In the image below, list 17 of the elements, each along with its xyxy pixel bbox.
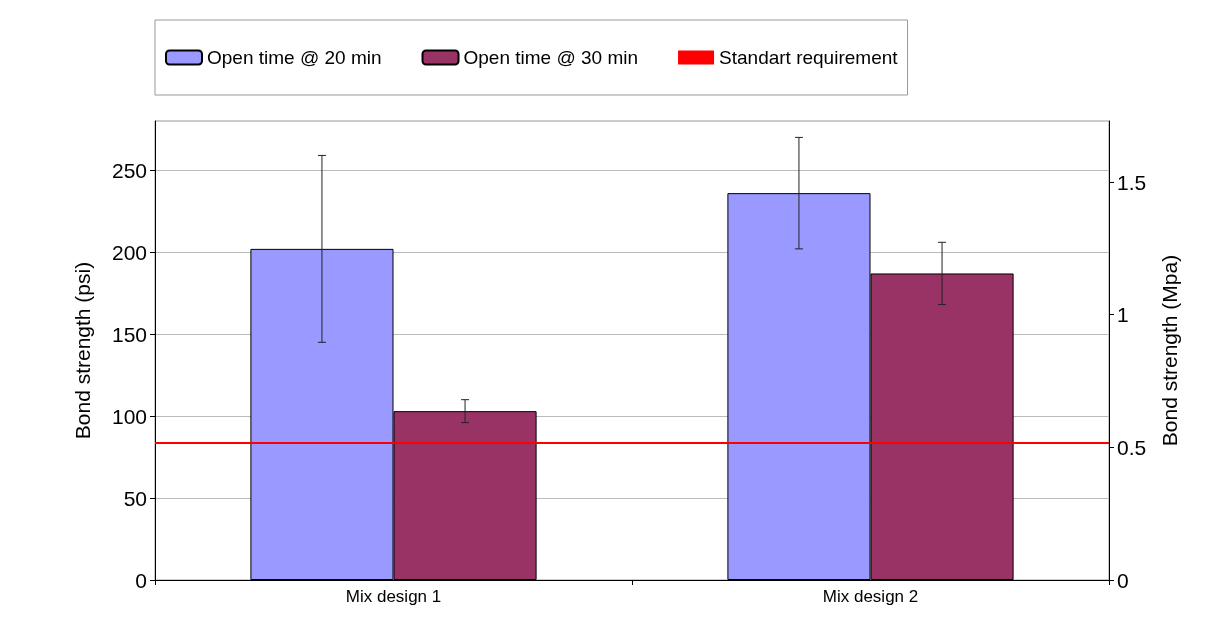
y-axis-title: Bond strength (psi)	[71, 261, 94, 440]
legend-label: Open time @ 20 min	[207, 47, 382, 68]
legend-label: Standart requirement	[719, 47, 899, 68]
y-tick-label: 0	[135, 568, 147, 592]
y-tick-label: 50	[123, 486, 147, 510]
legend-label: Open time @ 30 min	[463, 47, 639, 68]
y2-tick-label: 1	[1117, 303, 1129, 327]
y-tick-label: 200	[111, 240, 147, 264]
y-tick-label: 250	[111, 158, 147, 182]
y2-tick-label: 0	[1117, 568, 1129, 592]
y-tick-label: 150	[111, 322, 147, 346]
x-tick-label: Mix design 2	[822, 587, 919, 606]
y2-tick-label: 1.5	[1117, 170, 1147, 194]
x-tick-label: Mix design 1	[345, 587, 442, 606]
y2-axis-title: Bond strength (Mpa)	[1158, 254, 1181, 447]
y2-tick-label: 0.5	[1117, 435, 1147, 459]
y-tick-label: 100	[111, 404, 147, 428]
